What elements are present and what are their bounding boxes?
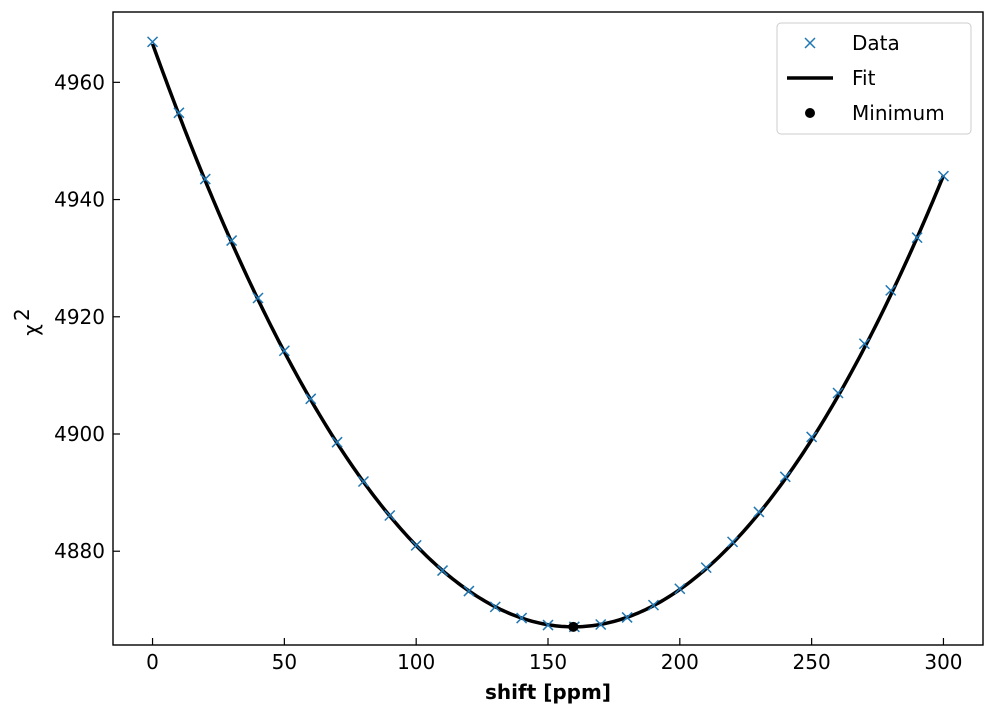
legend: Data Fit Minimum xyxy=(776,22,972,135)
y-tick-label: 4920 xyxy=(54,305,105,329)
x-tick-label: 0 xyxy=(146,650,159,674)
legend-entry: Data xyxy=(804,31,900,55)
legend-label: Data xyxy=(852,31,900,55)
legend-label: Minimum xyxy=(852,101,945,125)
x-tick-label: 50 xyxy=(272,650,297,674)
legend-marker-dot xyxy=(805,108,815,118)
x-tick-label: 150 xyxy=(529,650,567,674)
data-point xyxy=(516,612,528,624)
x-tick-label: 300 xyxy=(924,650,962,674)
data-point xyxy=(911,232,923,244)
data-point xyxy=(542,619,554,631)
y-tick-label: 4960 xyxy=(54,70,105,94)
data-point xyxy=(437,565,449,577)
data-point xyxy=(147,36,159,48)
data-point xyxy=(858,338,870,350)
y-tick-label: 4940 xyxy=(54,188,105,212)
legend-entry: Fit xyxy=(787,66,876,90)
data-point xyxy=(384,509,396,521)
y-axis-title-superscript: 2 xyxy=(10,308,34,321)
legend-marker-x xyxy=(804,37,816,49)
legend-label: Fit xyxy=(852,66,876,90)
data-point xyxy=(674,583,686,595)
data-point xyxy=(305,393,317,405)
y-tick-label: 4900 xyxy=(54,422,105,446)
data-point xyxy=(226,235,238,247)
x-tick-label: 100 xyxy=(397,650,435,674)
data-point xyxy=(331,436,343,448)
data-point xyxy=(595,618,607,631)
data-series xyxy=(147,36,949,633)
data-point xyxy=(357,475,369,488)
x-tick-label: 250 xyxy=(793,650,831,674)
data-point xyxy=(173,107,185,119)
data-point xyxy=(885,284,897,296)
minimum-point xyxy=(568,621,579,632)
data-point xyxy=(199,173,211,185)
data-point xyxy=(489,601,501,613)
x-tick-label: 200 xyxy=(661,650,699,674)
minimum-series xyxy=(568,621,579,632)
data-point xyxy=(937,170,949,182)
data-point xyxy=(806,431,818,443)
data-point xyxy=(832,387,844,399)
chart-ticks: 0 50 100 150 200 250 300 4880 4900 4920 4940 4960 xyxy=(54,70,962,674)
data-point xyxy=(753,506,765,518)
y-axis-title: χ xyxy=(19,324,43,336)
legend-entry: Minimum xyxy=(805,101,945,125)
data-point xyxy=(278,345,290,357)
x-axis-title: shift [ppm] xyxy=(485,680,611,704)
data-point xyxy=(252,292,264,304)
data-point xyxy=(410,539,422,551)
y-tick-label: 4880 xyxy=(54,539,105,563)
data-point xyxy=(621,611,633,623)
data-point xyxy=(779,471,791,483)
data-point xyxy=(463,585,475,597)
data-point xyxy=(647,599,659,611)
data-point xyxy=(700,562,712,574)
data-point xyxy=(727,536,739,548)
legend-box xyxy=(776,22,972,135)
y-axis-title-group: χ 2 xyxy=(10,308,43,336)
